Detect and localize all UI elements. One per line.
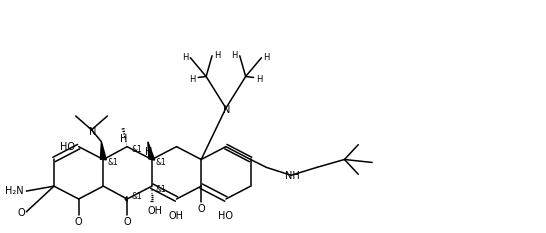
Text: HO: HO — [60, 142, 75, 152]
Text: H: H — [182, 53, 188, 62]
Text: &1: &1 — [108, 158, 118, 167]
Text: &1: &1 — [131, 192, 142, 201]
Text: H: H — [121, 134, 128, 144]
Text: &1: &1 — [131, 145, 142, 154]
Text: N: N — [89, 127, 96, 137]
Text: NH: NH — [284, 171, 299, 181]
Text: O: O — [75, 217, 82, 227]
Text: O: O — [123, 217, 131, 227]
Text: H: H — [263, 53, 270, 62]
Text: H: H — [189, 75, 195, 84]
Text: H₂N: H₂N — [5, 186, 23, 196]
Text: H: H — [232, 51, 238, 60]
Polygon shape — [125, 196, 127, 202]
Text: OH: OH — [147, 206, 162, 216]
Text: &1: &1 — [156, 185, 167, 194]
Polygon shape — [148, 142, 155, 160]
Text: O: O — [17, 208, 25, 218]
Text: OH: OH — [169, 211, 184, 221]
Text: N: N — [223, 105, 230, 115]
Text: &1: &1 — [156, 158, 167, 167]
Text: H: H — [214, 51, 220, 60]
Text: H: H — [145, 147, 152, 157]
Text: HO: HO — [218, 211, 233, 221]
Text: O: O — [198, 204, 205, 214]
Text: H: H — [256, 75, 263, 84]
Polygon shape — [100, 142, 106, 160]
